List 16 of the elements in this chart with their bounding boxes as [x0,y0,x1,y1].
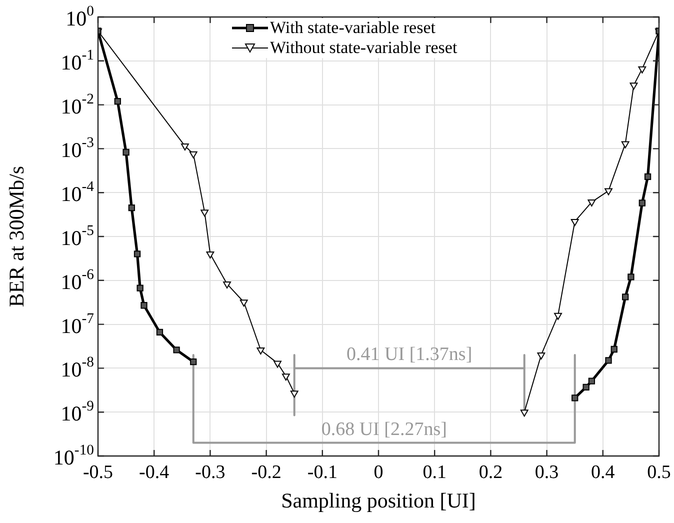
legend-label: With state-variable reset [270,18,436,38]
x-tick-label: 0.1 [422,462,446,483]
x-tick-label: -0.3 [195,462,226,483]
y-axis-title: BER at 300Mb/s [4,166,29,308]
x-tick-label: 0 [374,462,384,483]
x-tick-label: 0.2 [478,462,503,483]
annotation: 0.41 UI [1.37ns] [346,344,472,366]
x-tick-label: 0.5 [647,462,671,483]
x-tick-label: -0.1 [307,462,338,483]
annotation: 0.68 UI [2.27ns] [321,418,447,440]
x-tick-label: -0.2 [251,462,282,483]
legend-label: Without state-variable reset [270,38,458,58]
x-tick-label: 0.4 [591,462,616,483]
x-tick-label: 0.3 [534,462,559,483]
x-axis-title: Sampling position [UI] [281,488,476,513]
x-tick-label: -0.4 [139,462,170,483]
